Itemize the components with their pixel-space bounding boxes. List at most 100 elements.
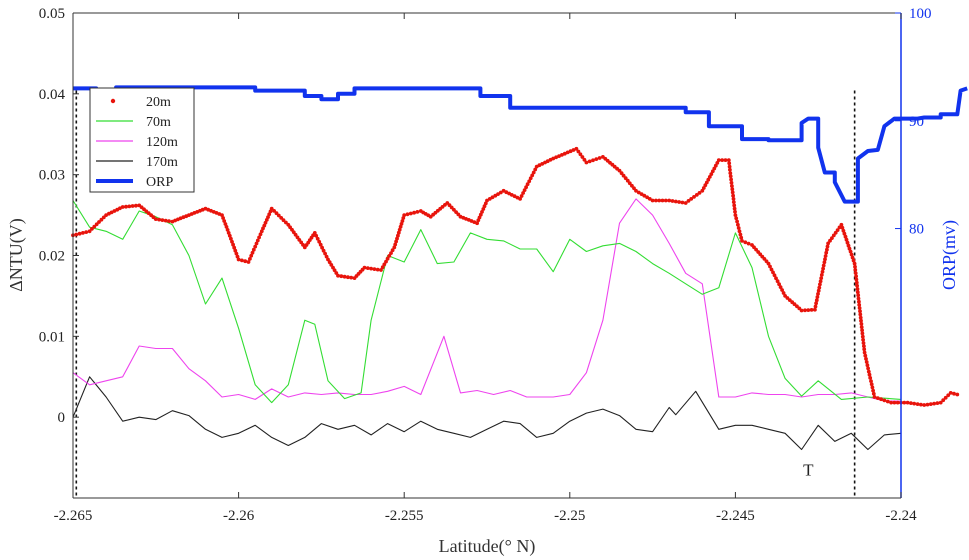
series-20m-point: [284, 220, 288, 225]
x-tick-label: -2.255: [385, 508, 424, 524]
series-20m-point: [399, 222, 404, 226]
series-20m-point: [597, 156, 602, 160]
y-left-axis-title: ΔNTU(V): [6, 218, 27, 292]
series-20m-point: [317, 239, 322, 244]
series-20m-point: [720, 158, 725, 163]
series-20m-point: [521, 191, 525, 195]
series-20m-point: [315, 236, 320, 241]
series-20m-point: [485, 198, 489, 203]
series-20m-point: [854, 274, 858, 279]
series-20m-point: [731, 197, 736, 201]
series-20m-point: [856, 293, 861, 298]
series-20m-point: [349, 275, 354, 280]
series-20m-point: [362, 265, 367, 270]
series-20m-point: [853, 271, 858, 275]
series-20m-point: [830, 236, 834, 241]
series-20m-point: [336, 273, 340, 278]
series-20m-point: [701, 186, 706, 190]
series-20m-point: [803, 308, 807, 313]
series-20m-point: [852, 261, 857, 266]
series-20m-point: [729, 177, 733, 182]
series-20m-point: [120, 205, 125, 209]
series-20m-point: [312, 231, 317, 235]
series-20m-point: [565, 150, 570, 155]
x-tick-label: -2.265: [54, 508, 93, 524]
series-20m-point: [594, 157, 599, 162]
y-right-tick-label: 90: [909, 114, 924, 130]
series-20m-point: [402, 213, 407, 218]
series-20m-point: [777, 282, 781, 287]
y-right-tick-label: 80: [909, 222, 924, 238]
series-20m-point: [849, 252, 854, 257]
series-20m-point: [496, 192, 500, 197]
series-20m-point: [815, 295, 820, 299]
series-20m-point: [104, 213, 108, 218]
series-20m-point: [591, 158, 595, 163]
series-20m-point: [871, 391, 876, 396]
series-20m-point: [922, 403, 927, 407]
series-20m-point: [329, 263, 334, 267]
series-20m-point: [819, 273, 824, 277]
series-20m-point: [716, 158, 721, 163]
series-20m-point: [663, 198, 668, 203]
series-20m-point: [281, 218, 286, 223]
x-tick-label: -2.26: [223, 508, 255, 524]
series-20m-point: [841, 228, 846, 233]
series-20m-point: [707, 175, 712, 179]
series-20m-point: [845, 240, 850, 245]
series-20m-point: [490, 195, 495, 200]
series-20m-point: [243, 259, 248, 264]
series-20m-point: [584, 160, 589, 165]
series-20m-point: [394, 239, 398, 244]
series-20m-point: [857, 306, 862, 310]
series-20m-point: [279, 216, 284, 220]
legend-box: [89, 87, 195, 193]
series-20m-point: [855, 290, 860, 295]
series-20m-point: [226, 231, 231, 235]
series-20m-point: [858, 315, 863, 320]
series-20m-point: [882, 398, 887, 403]
series-20m-point: [814, 301, 818, 306]
series-20m-point: [941, 398, 946, 403]
series-20m-point: [768, 264, 772, 269]
y-left-tick-label: 0.01: [39, 329, 65, 345]
x-tick-label: -2.24: [885, 508, 917, 524]
series-20m-point: [814, 298, 819, 303]
series-20m-point: [660, 198, 665, 203]
series-20m-point: [324, 254, 329, 259]
series-20m-point: [408, 211, 413, 216]
series-20m-point: [769, 267, 774, 272]
series-20m-point: [774, 276, 778, 281]
series-20m-point: [895, 400, 900, 405]
series-20m-point: [124, 204, 128, 209]
series-20m-point: [667, 198, 672, 203]
series-20m-point: [850, 255, 855, 260]
series-20m-point: [686, 199, 691, 203]
series-20m-point: [828, 238, 832, 243]
series-20m-point: [384, 259, 388, 264]
series-20m-point: [862, 350, 867, 355]
series-20m-point: [257, 235, 261, 240]
series-20m-point: [844, 237, 849, 242]
series-20m-point: [519, 194, 524, 198]
series-20m-point: [396, 230, 401, 235]
series-20m-point: [259, 229, 264, 234]
series-20m-point: [713, 163, 718, 168]
series-20m-point: [778, 285, 783, 289]
series-20m-point: [766, 261, 771, 266]
annotation-label: T: [803, 460, 814, 479]
series-20m-point: [677, 200, 681, 204]
y-left-tick-label: 0.03: [39, 168, 65, 184]
series-20m-point: [557, 154, 561, 159]
series-20m-point: [813, 307, 817, 312]
legend-marker-20m: [110, 98, 116, 104]
series-20m-point: [220, 213, 224, 218]
series-20m-point: [857, 303, 862, 307]
series-20m-point: [909, 401, 913, 405]
series-20m-point: [253, 244, 258, 249]
series-20m-point: [734, 216, 739, 221]
series-20m-point: [730, 190, 735, 195]
y-left-tick-label: 0: [58, 410, 66, 426]
series-20m-point: [862, 344, 866, 348]
series-20m-point: [101, 215, 106, 220]
